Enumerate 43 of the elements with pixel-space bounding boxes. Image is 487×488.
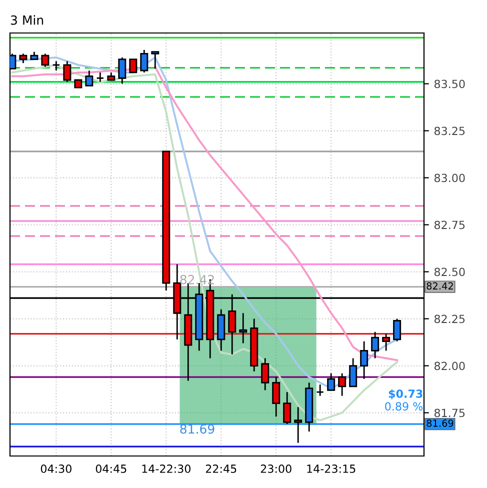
candlestick [52, 60, 60, 72]
candlestick [96, 72, 104, 83]
x-tick-label: 14-23:15 [307, 464, 356, 473]
annotation: 81.69 [180, 424, 214, 434]
ref-line-label: 81.69 [426, 420, 454, 427]
x-tick-label: 04:45 [96, 464, 126, 473]
candlestick [19, 52, 28, 64]
candlestick [393, 318, 402, 342]
y-tick-label: 83.50 [434, 80, 465, 88]
candlestick [371, 331, 380, 359]
chart-title: 3 Min [10, 15, 44, 25]
candlestick [63, 60, 72, 83]
candlestick [360, 340, 368, 380]
x-tick-label: 22:45 [206, 464, 236, 473]
annotation: $0.73 [388, 389, 422, 400]
x-tick-label: 23:00 [260, 464, 292, 473]
candlestick [382, 333, 390, 352]
candlestick [140, 49, 148, 74]
candlestick [261, 358, 270, 391]
y-tick-label: 83.00 [434, 174, 465, 182]
candlestick [41, 52, 50, 68]
y-tick-label: 82.50 [434, 268, 465, 276]
y-tick-label: 82.75 [434, 220, 465, 230]
candlestick [349, 358, 358, 388]
candlestick [151, 51, 160, 70]
y-tick-label: 81.75 [434, 408, 465, 418]
candlestick [338, 372, 346, 397]
candlestick [85, 70, 94, 86]
candlestick [294, 406, 302, 444]
candlestick [283, 391, 292, 425]
candlestick [327, 372, 336, 391]
candlestick [118, 56, 126, 84]
ref-line-label: 82.42 [426, 282, 453, 290]
y-tick-label: 82.25 [434, 314, 465, 324]
candlestick [272, 376, 280, 418]
candlestick [316, 384, 324, 397]
y-tick-label: 82.00 [434, 362, 465, 370]
candlestick [239, 312, 248, 344]
annotation: 0.89 % [385, 402, 423, 411]
x-tick-label: 14-22:30 [142, 464, 190, 473]
y-tick-label: 83.25 [434, 126, 465, 136]
candlestick [129, 58, 138, 74]
x-tick-label: 04:30 [40, 464, 72, 473]
